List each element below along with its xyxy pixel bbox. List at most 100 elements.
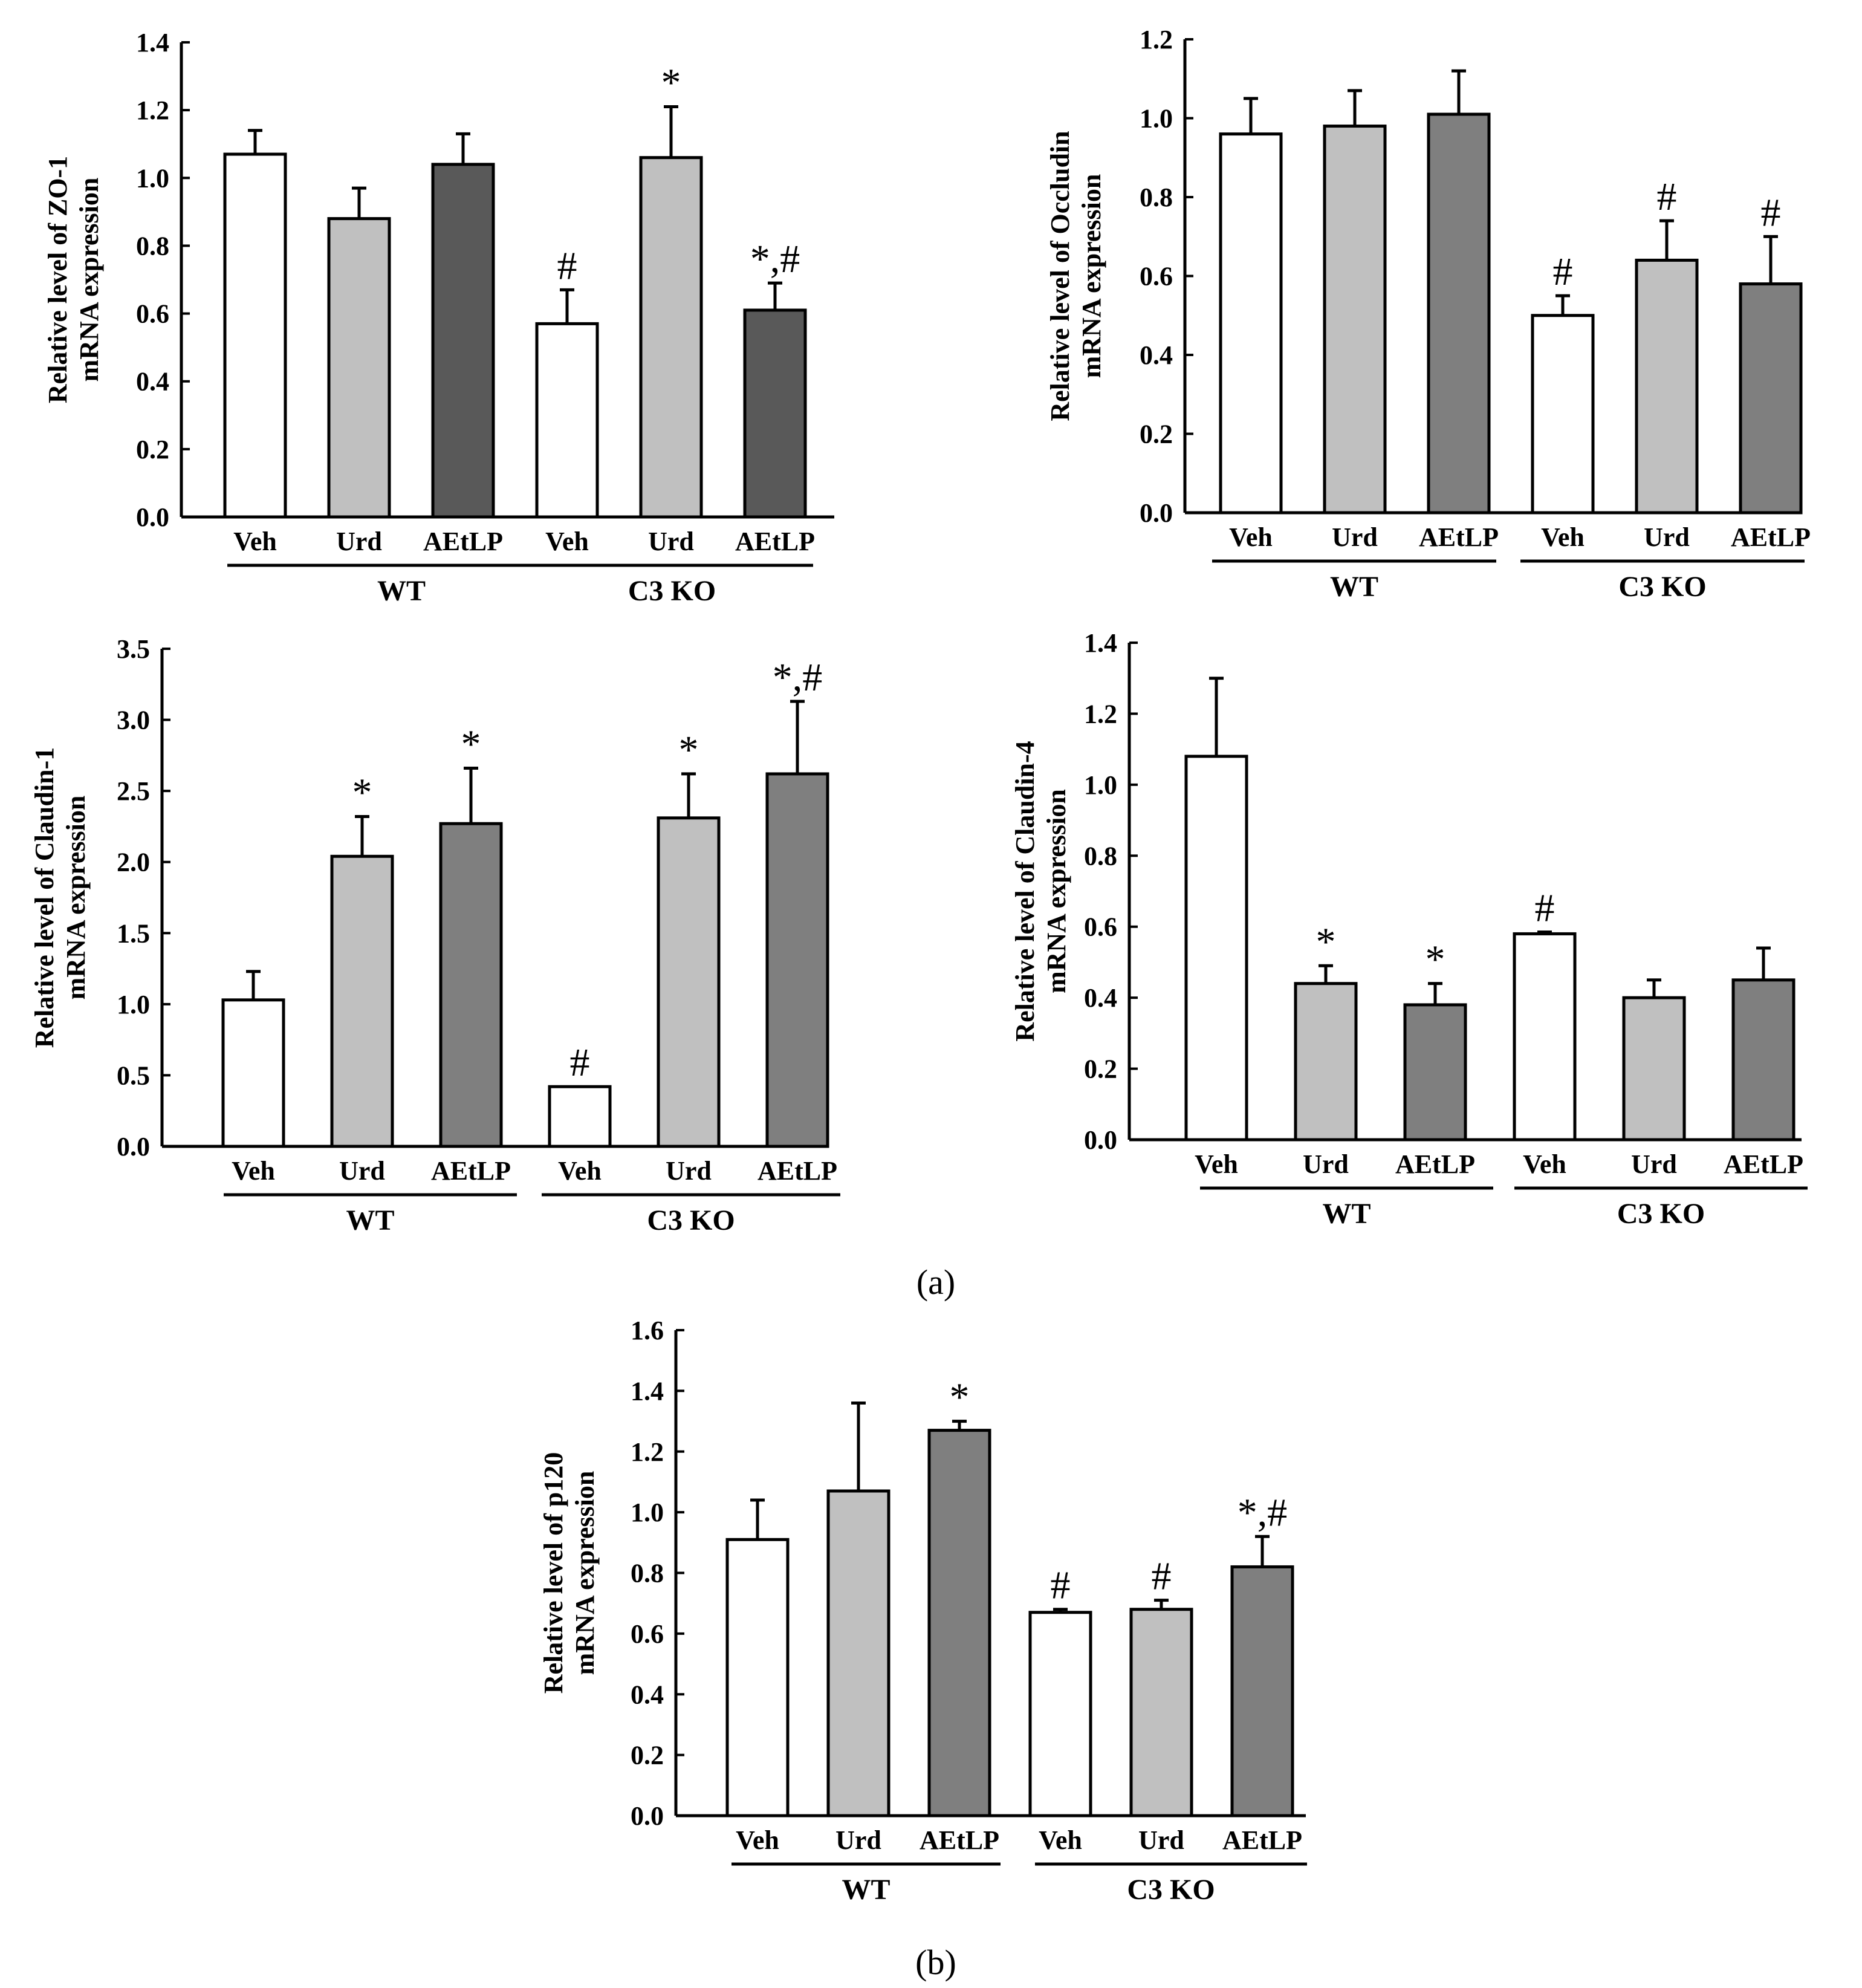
bar	[1635, 258, 1699, 515]
significance-mark: *	[950, 1376, 970, 1420]
category-label: AEtLP	[920, 1825, 999, 1855]
category-label: Veh	[558, 1156, 602, 1186]
bar	[223, 152, 287, 519]
significance-mark: #	[570, 1041, 590, 1085]
significance-mark: #	[1051, 1564, 1071, 1608]
bar	[548, 1085, 612, 1148]
significance-mark: *	[1316, 920, 1336, 964]
y-tick-label: 0.4	[631, 1680, 664, 1709]
chart-claudin4: 0.0 0.2 0.4 0.6 0.8 1.0 1.2 1.4 Relative level o…	[1010, 628, 1808, 1230]
bar	[927, 1429, 991, 1817]
y-tick-label: 0.5	[117, 1061, 150, 1090]
category-label: Veh	[545, 527, 589, 556]
category-label: Veh	[1523, 1149, 1566, 1179]
y-axis-label: mRNA expression	[1042, 789, 1071, 993]
bar	[657, 816, 721, 1148]
y-axis-label: mRNA expression	[1077, 174, 1106, 378]
significance-mark: #	[1553, 250, 1573, 294]
y-tick-label: 1.4	[136, 28, 169, 57]
significance-mark: *	[661, 61, 681, 105]
category-label: Urd	[339, 1156, 385, 1186]
significance-mark: *,#	[773, 655, 823, 700]
category-label: Urd	[1332, 522, 1378, 552]
group-label: WT	[377, 575, 426, 607]
bar	[1028, 1611, 1092, 1817]
category-label: Veh	[1039, 1825, 1082, 1855]
category-label: AEtLP	[1222, 1825, 1302, 1855]
significance-mark: #	[1657, 175, 1677, 219]
y-tick-label: 0.8	[1140, 183, 1173, 212]
y-axis-label: Relative level of ZO-1	[43, 156, 73, 403]
y-tick-label: 0.2	[1140, 420, 1173, 449]
significance-mark: *,#	[1238, 1490, 1288, 1535]
y-axis-label: Relative level of p120	[539, 1452, 568, 1694]
category-label: AEtLP	[1395, 1149, 1475, 1179]
bar	[1531, 314, 1595, 515]
bar	[1513, 932, 1577, 1142]
chart-occludin: 0.0 0.2 0.4 0.6 0.8 1.0 1.2 Relative level of O…	[1045, 25, 1811, 603]
category-label: AEtLP	[735, 527, 815, 556]
y-tick-label: 0.4	[1140, 340, 1173, 370]
category-label: Veh	[736, 1825, 779, 1855]
bar	[725, 1538, 790, 1817]
bar	[1184, 755, 1248, 1142]
bar	[1731, 978, 1795, 1142]
y-tick-label: 1.0	[117, 990, 150, 1019]
bar	[327, 217, 391, 519]
group-label: WT	[346, 1204, 394, 1236]
bar	[1129, 1608, 1193, 1817]
y-tick-label: 0.4	[1084, 983, 1117, 1013]
y-tick-label: 3.5	[117, 634, 150, 664]
bar	[1403, 1003, 1467, 1142]
category-label: Urd	[336, 527, 382, 556]
significance-mark: *	[679, 728, 699, 772]
bar	[535, 322, 599, 519]
category-label: AEtLP	[431, 1156, 511, 1186]
bar	[765, 772, 829, 1148]
y-axis-label: Relative level of Claudin-1	[30, 747, 59, 1048]
y-tick-label: 0.0	[631, 1801, 664, 1831]
y-axis-label: mRNA expression	[74, 178, 104, 382]
category-label: Urd	[1303, 1149, 1349, 1179]
bar	[1323, 125, 1387, 515]
y-tick-label: 3.0	[117, 706, 150, 735]
group-label: WT	[842, 1874, 890, 1906]
category-label: Urd	[1644, 522, 1690, 552]
category-label: Veh	[232, 1156, 275, 1186]
chart-claudin1: 0.0 0.5 1.0 1.5 2.0 2.5 3.0 3.5 Relative level o…	[30, 634, 840, 1236]
y-axis-label: Relative level of Occludin	[1045, 131, 1075, 421]
y-axis-label: mRNA expression	[570, 1471, 600, 1675]
bar	[330, 854, 394, 1148]
bar	[639, 156, 703, 519]
y-tick-label: 0.6	[136, 299, 169, 329]
y-axis-label: Relative level of Claudin-4	[1010, 741, 1040, 1041]
y-tick-label: 1.4	[1084, 628, 1117, 658]
group-label: C3 KO	[628, 575, 716, 607]
y-tick-label: 0.0	[136, 502, 169, 532]
category-label: Veh	[1229, 522, 1273, 552]
y-tick-label: 1.0	[1140, 104, 1173, 134]
y-axis-label: mRNA expression	[61, 796, 91, 1000]
y-tick-label: 1.0	[136, 163, 169, 193]
y-tick-label: 0.6	[1140, 262, 1173, 291]
significance-mark: #	[1535, 886, 1555, 931]
chart-zo1: 0.0 0.2 0.4 0.6 0.8 1.0 1.2 1.4 Relative level o…	[43, 28, 834, 607]
category-label: Urd	[835, 1825, 881, 1855]
bar	[743, 308, 807, 519]
significance-mark: #	[1761, 190, 1781, 235]
y-tick-label: 0.2	[1084, 1054, 1117, 1084]
y-tick-label: 1.2	[631, 1437, 664, 1467]
category-label: Urd	[1138, 1825, 1184, 1855]
bar	[1294, 982, 1358, 1142]
y-tick-label: 0.8	[631, 1559, 664, 1588]
y-tick-label: 0.0	[117, 1132, 150, 1161]
category-label: Urd	[648, 527, 694, 556]
group-label: WT	[1322, 1198, 1371, 1230]
group-label: C3 KO	[1618, 571, 1706, 603]
y-tick-label: 0.2	[136, 435, 169, 464]
y-tick-label: 1.0	[1084, 770, 1117, 800]
category-label: AEtLP	[1419, 522, 1499, 552]
y-tick-label: 1.4	[631, 1376, 664, 1406]
y-tick-label: 0.0	[1140, 498, 1173, 528]
y-tick-label: 0.6	[1084, 912, 1117, 942]
